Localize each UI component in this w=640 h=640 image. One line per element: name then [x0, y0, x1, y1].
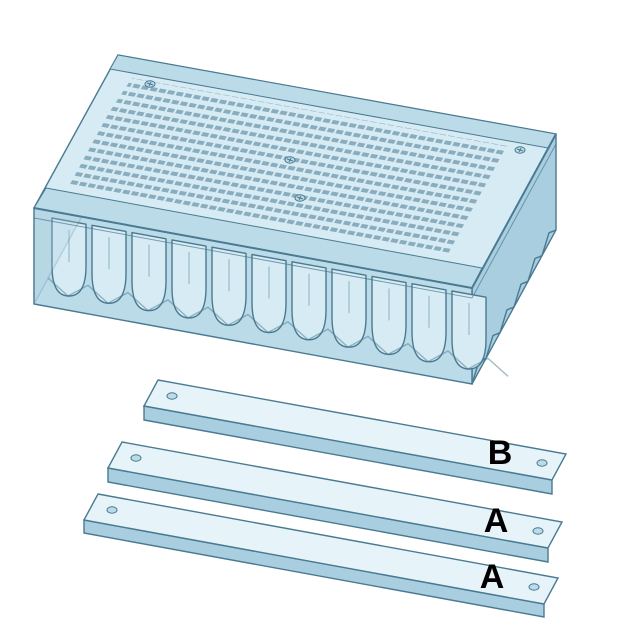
busbar-label: B	[488, 434, 513, 472]
busbar-hole	[131, 455, 141, 461]
busbar-hole	[533, 528, 543, 534]
busbar-hole	[529, 584, 539, 590]
screw-icon	[515, 147, 525, 153]
busbar-hole	[537, 460, 547, 466]
screw-icon	[145, 81, 155, 87]
busbar-hole	[167, 393, 177, 399]
diagram-canvas: BAA	[0, 0, 640, 640]
enclosure-group	[34, 55, 556, 384]
screw-icon	[285, 157, 295, 163]
busbar-label: A	[484, 502, 509, 540]
busbar-hole	[107, 507, 117, 513]
screw-icon	[295, 195, 305, 201]
busbar-label: A	[480, 558, 505, 596]
